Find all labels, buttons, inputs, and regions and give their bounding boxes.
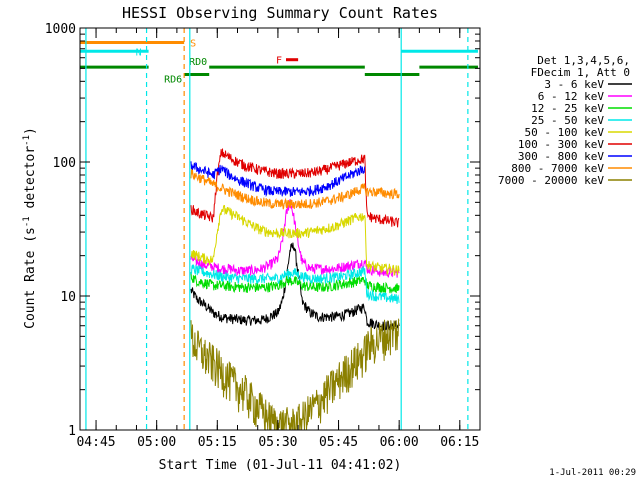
legend-header: Det 1,3,4,5,6, bbox=[537, 54, 630, 67]
flag-label: S bbox=[190, 38, 196, 49]
x-axis-label: Start Time (01-Jul-11 04:41:02) bbox=[159, 458, 402, 473]
x-tick-label: 05:00 bbox=[137, 435, 176, 450]
axes: 1 10 100 1000 04:45 05:00 05:15 05:30 05:45 06:00… bbox=[45, 22, 481, 450]
y-axis-label-part: detector bbox=[23, 146, 38, 217]
legend-entry-label: 300 - 800 keV bbox=[518, 150, 604, 163]
x-tick-label: 05:30 bbox=[258, 435, 297, 450]
y-axis-label-sup: -1 bbox=[22, 216, 32, 227]
footer-date: 1-Jul-2011 00:29 bbox=[549, 468, 636, 478]
series-line bbox=[190, 272, 400, 294]
series-line bbox=[190, 204, 400, 277]
flag-label: N bbox=[136, 47, 142, 58]
flag-bars: S N RD0 RD6 F bbox=[79, 38, 478, 85]
y-tick-label: 10 bbox=[60, 290, 76, 305]
legend-entry-label: 6 - 12 keV bbox=[538, 90, 605, 103]
series-line bbox=[190, 168, 400, 210]
y-tick-label: 1 bbox=[68, 424, 76, 439]
series-lines bbox=[190, 148, 400, 431]
legend-entry-label: 100 - 300 keV bbox=[518, 138, 604, 151]
series-line bbox=[190, 242, 400, 333]
y-tick-label: 1000 bbox=[45, 22, 76, 37]
series-line bbox=[190, 148, 400, 228]
chart-title: HESSI Observing Summary Count Rates bbox=[122, 4, 438, 22]
series-line bbox=[190, 161, 366, 198]
legend-entry-label: 7000 - 20000 keV bbox=[498, 174, 604, 187]
plot-frame bbox=[79, 27, 481, 431]
x-tick-label: 05:15 bbox=[198, 435, 237, 450]
flag-label: F bbox=[276, 56, 282, 67]
x-tick-label: 06:00 bbox=[380, 435, 419, 450]
legend-entry-label: 800 - 7000 keV bbox=[511, 162, 604, 175]
legend-entry-label: 50 - 100 keV bbox=[525, 126, 605, 139]
y-tick-label: 100 bbox=[53, 156, 76, 171]
legend-entry-label: 12 - 25 keV bbox=[531, 102, 604, 115]
flag-label: RD0 bbox=[189, 57, 207, 68]
y-axis-label-part: ) bbox=[23, 127, 38, 135]
y-axis-label-sup: -1 bbox=[22, 135, 32, 146]
series-line bbox=[190, 318, 400, 431]
vertical-markers bbox=[85, 28, 469, 430]
y-axis-label-part: Count Rate (s bbox=[23, 227, 38, 329]
legend-entry-label: 3 - 6 keV bbox=[544, 78, 604, 91]
y-axis-label: Count Rate (s-1 detector-1) bbox=[22, 127, 38, 329]
flag-label: RD6 bbox=[164, 74, 182, 85]
x-tick-label: 04:45 bbox=[76, 435, 115, 450]
legend: Det 1,3,4,5,6,FDecim 1, Att 03 - 6 keV6 … bbox=[498, 54, 632, 187]
legend-entry-label: 25 - 50 keV bbox=[531, 114, 604, 127]
legend-header: FDecim 1, Att 0 bbox=[531, 66, 630, 79]
x-tick-label: 06:15 bbox=[440, 435, 479, 450]
x-tick-label: 05:45 bbox=[319, 435, 358, 450]
series-line bbox=[190, 264, 400, 304]
